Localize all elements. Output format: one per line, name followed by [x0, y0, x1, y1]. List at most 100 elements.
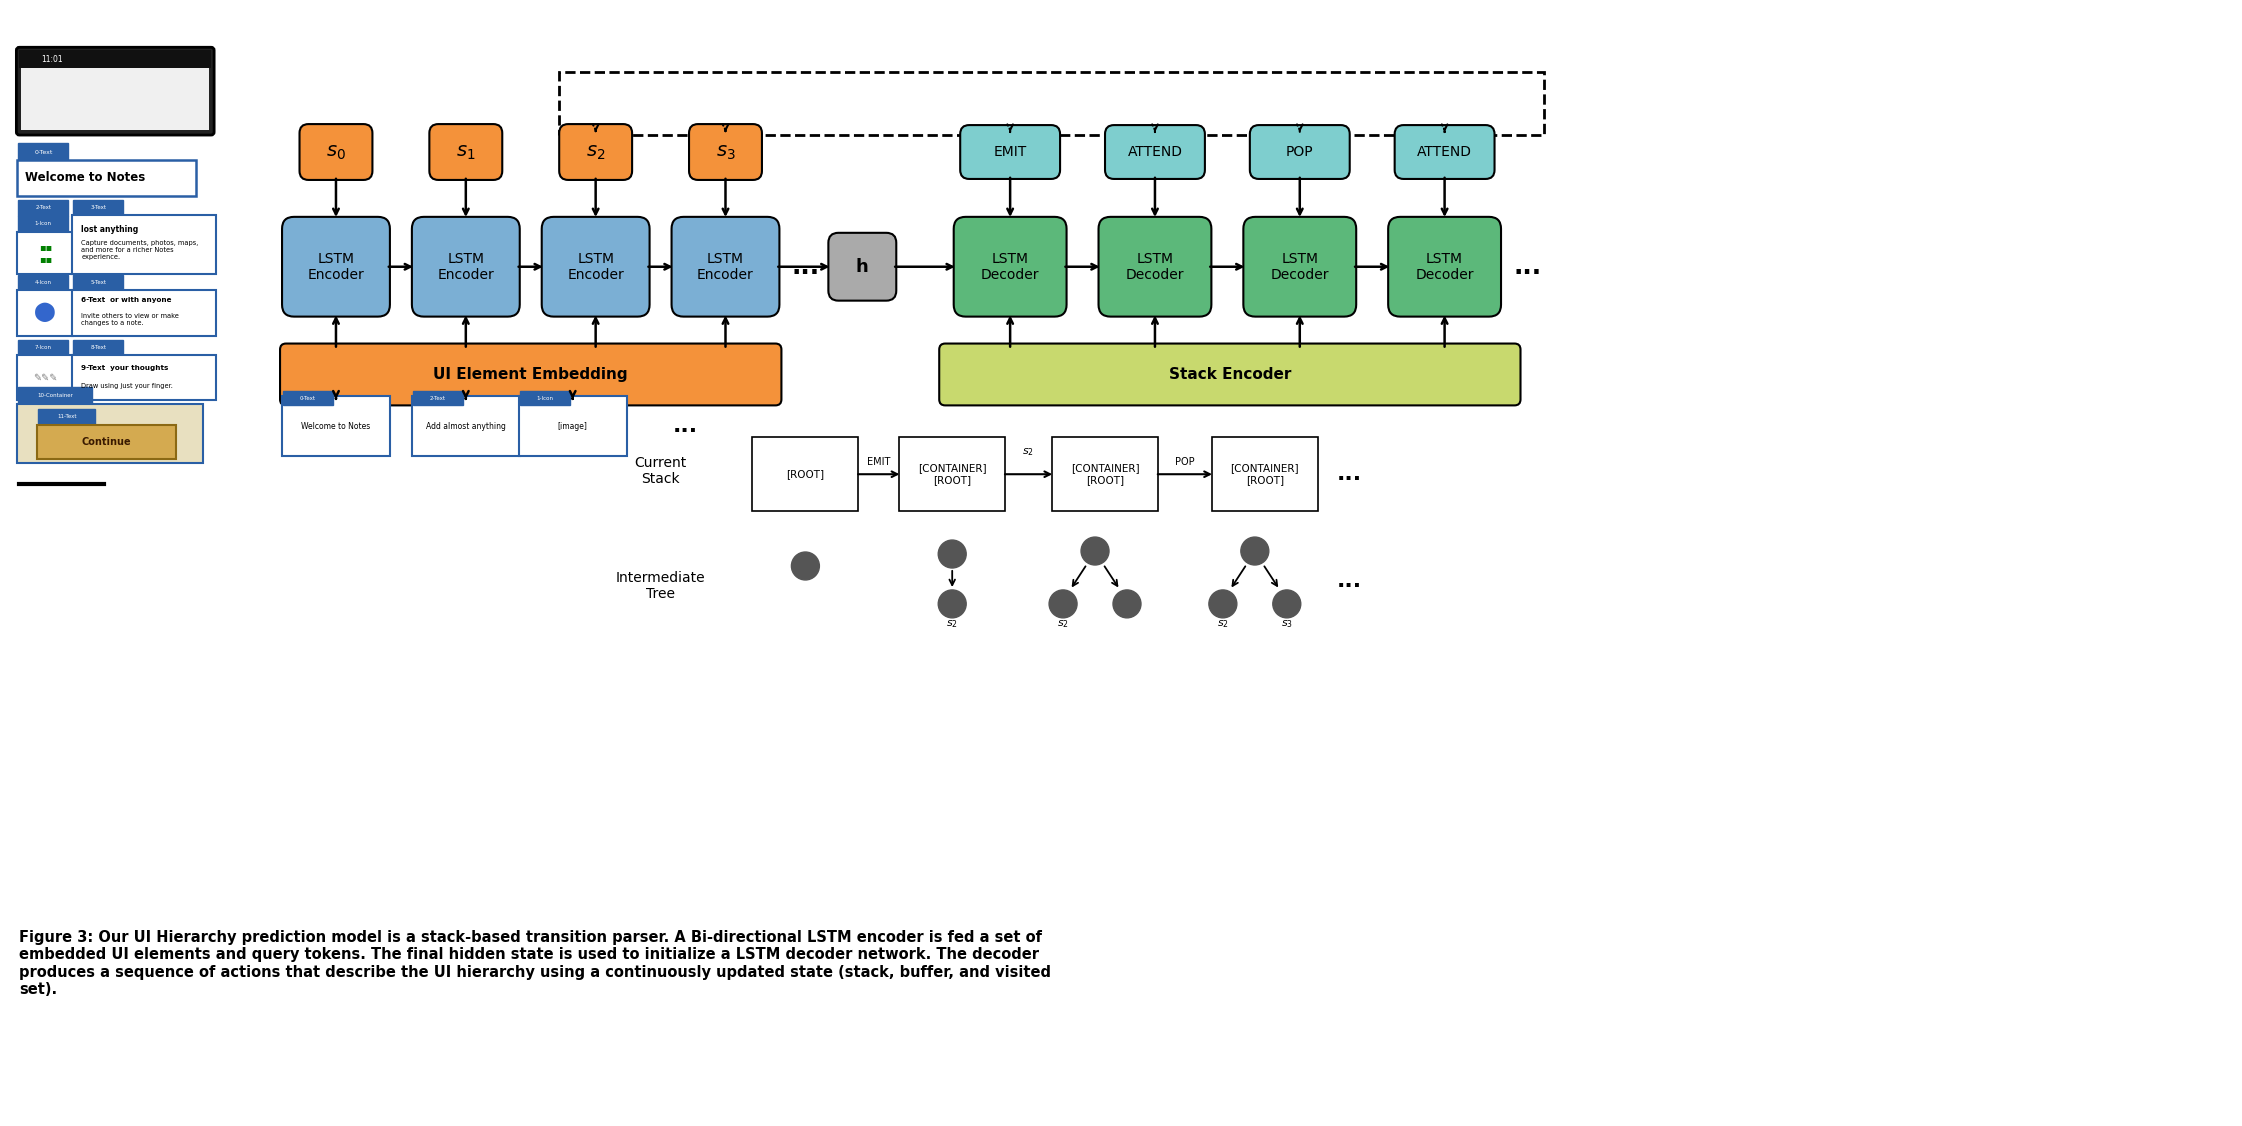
Text: Figure 3: Our UI Hierarchy prediction model is a stack-based transition parser. : Figure 3: Our UI Hierarchy prediction mo… — [20, 930, 1051, 998]
Text: LSTM
Encoder: LSTM Encoder — [567, 251, 623, 282]
FancyBboxPatch shape — [827, 233, 897, 301]
Text: Stack Encoder: Stack Encoder — [1168, 367, 1291, 382]
Text: 10-Container: 10-Container — [38, 393, 74, 399]
Text: LSTM
Decoder: LSTM Decoder — [982, 251, 1040, 282]
Text: Draw using just your finger.: Draw using just your finger. — [81, 384, 173, 390]
FancyBboxPatch shape — [520, 392, 569, 405]
Text: ...: ... — [673, 417, 697, 437]
FancyBboxPatch shape — [72, 355, 215, 401]
Circle shape — [1081, 537, 1110, 565]
Text: 0-Text: 0-Text — [300, 396, 316, 401]
Text: 11:01: 11:01 — [40, 55, 63, 64]
Text: $s_2$: $s_2$ — [585, 143, 605, 161]
Text: LSTM
Encoder: LSTM Encoder — [307, 251, 365, 282]
Text: Invite others to view or make
changes to a note.: Invite others to view or make changes to… — [81, 313, 179, 327]
Text: $s_3$: $s_3$ — [715, 143, 735, 161]
Text: POP: POP — [1175, 457, 1195, 467]
Circle shape — [937, 540, 966, 568]
Circle shape — [1273, 590, 1300, 618]
FancyBboxPatch shape — [753, 437, 859, 511]
Text: ...: ... — [1336, 464, 1363, 484]
FancyBboxPatch shape — [1213, 437, 1318, 511]
Text: lost anything: lost anything — [81, 225, 139, 234]
FancyBboxPatch shape — [1105, 125, 1204, 179]
Bar — [22, 69, 209, 131]
Text: Welcome to Notes: Welcome to Notes — [300, 422, 370, 431]
Text: ...: ... — [1513, 254, 1542, 279]
Text: LSTM
Encoder: LSTM Encoder — [437, 251, 493, 282]
Text: EMIT: EMIT — [868, 457, 890, 467]
FancyBboxPatch shape — [1051, 437, 1157, 511]
Text: ATTEND: ATTEND — [1128, 145, 1182, 159]
Circle shape — [1112, 590, 1141, 618]
Text: [CONTAINER]
[ROOT]: [CONTAINER] [ROOT] — [1231, 464, 1298, 485]
FancyBboxPatch shape — [38, 426, 177, 459]
Text: 7-Icon: 7-Icon — [36, 345, 52, 350]
FancyBboxPatch shape — [18, 340, 67, 356]
FancyBboxPatch shape — [18, 387, 92, 404]
FancyBboxPatch shape — [282, 396, 390, 456]
FancyBboxPatch shape — [960, 125, 1060, 179]
Text: $s_3$: $s_3$ — [1280, 618, 1294, 629]
Bar — [20, 51, 211, 69]
Text: LSTM
Decoder: LSTM Decoder — [1415, 251, 1473, 282]
Circle shape — [1049, 590, 1076, 618]
FancyBboxPatch shape — [16, 47, 215, 135]
FancyBboxPatch shape — [280, 343, 782, 405]
Text: [CONTAINER]
[ROOT]: [CONTAINER] [ROOT] — [917, 464, 986, 485]
FancyBboxPatch shape — [72, 215, 215, 274]
Text: $s_2$: $s_2$ — [1058, 618, 1069, 629]
FancyBboxPatch shape — [1244, 217, 1356, 316]
FancyBboxPatch shape — [413, 396, 520, 456]
FancyBboxPatch shape — [1388, 217, 1502, 316]
FancyBboxPatch shape — [1249, 125, 1350, 179]
Text: LSTM
Decoder: LSTM Decoder — [1271, 251, 1330, 282]
Text: 1-Icon: 1-Icon — [536, 396, 554, 401]
Text: ATTEND: ATTEND — [1417, 145, 1473, 159]
Text: $s_1$: $s_1$ — [455, 143, 475, 161]
Text: LSTM
Decoder: LSTM Decoder — [1125, 251, 1184, 282]
FancyBboxPatch shape — [673, 217, 780, 316]
Text: 2-Text: 2-Text — [36, 205, 52, 211]
Text: [ROOT]: [ROOT] — [787, 470, 825, 480]
Text: $s_0$: $s_0$ — [325, 143, 345, 161]
Text: 9-Text  your thoughts: 9-Text your thoughts — [81, 366, 168, 372]
Text: [image]: [image] — [558, 422, 587, 431]
FancyBboxPatch shape — [1099, 217, 1211, 316]
FancyBboxPatch shape — [543, 217, 650, 316]
Circle shape — [1240, 537, 1269, 565]
Text: ✎✎✎: ✎✎✎ — [34, 373, 58, 383]
Text: ▪▪
▪▪: ▪▪ ▪▪ — [38, 242, 52, 263]
Text: Intermediate
Tree: Intermediate Tree — [617, 571, 706, 601]
Text: LSTM
Encoder: LSTM Encoder — [697, 251, 753, 282]
Text: Current
Stack: Current Stack — [634, 456, 686, 486]
Text: UI Element Embedding: UI Element Embedding — [433, 367, 628, 382]
FancyBboxPatch shape — [953, 217, 1067, 316]
FancyBboxPatch shape — [413, 217, 520, 316]
FancyBboxPatch shape — [413, 392, 462, 405]
Circle shape — [937, 590, 966, 618]
Text: $s_2$: $s_2$ — [946, 618, 957, 629]
FancyBboxPatch shape — [18, 355, 74, 401]
Text: Continue: Continue — [83, 437, 132, 447]
Text: EMIT: EMIT — [993, 145, 1027, 159]
Text: 5-Text: 5-Text — [90, 280, 105, 285]
FancyBboxPatch shape — [899, 437, 1004, 511]
Text: $s_2$: $s_2$ — [1022, 446, 1034, 458]
Text: h: h — [856, 258, 868, 276]
FancyBboxPatch shape — [72, 289, 215, 336]
FancyBboxPatch shape — [300, 124, 372, 180]
FancyBboxPatch shape — [18, 232, 74, 274]
Text: 4-Icon: 4-Icon — [36, 280, 52, 285]
FancyBboxPatch shape — [74, 275, 123, 291]
FancyBboxPatch shape — [18, 160, 195, 196]
Circle shape — [1208, 590, 1238, 618]
FancyBboxPatch shape — [939, 343, 1520, 405]
Text: 1-Icon: 1-Icon — [36, 222, 52, 226]
FancyBboxPatch shape — [518, 396, 626, 456]
FancyBboxPatch shape — [282, 217, 390, 316]
Text: 2-Text: 2-Text — [430, 396, 446, 401]
Circle shape — [791, 552, 818, 580]
FancyBboxPatch shape — [74, 340, 123, 356]
FancyBboxPatch shape — [688, 124, 762, 180]
